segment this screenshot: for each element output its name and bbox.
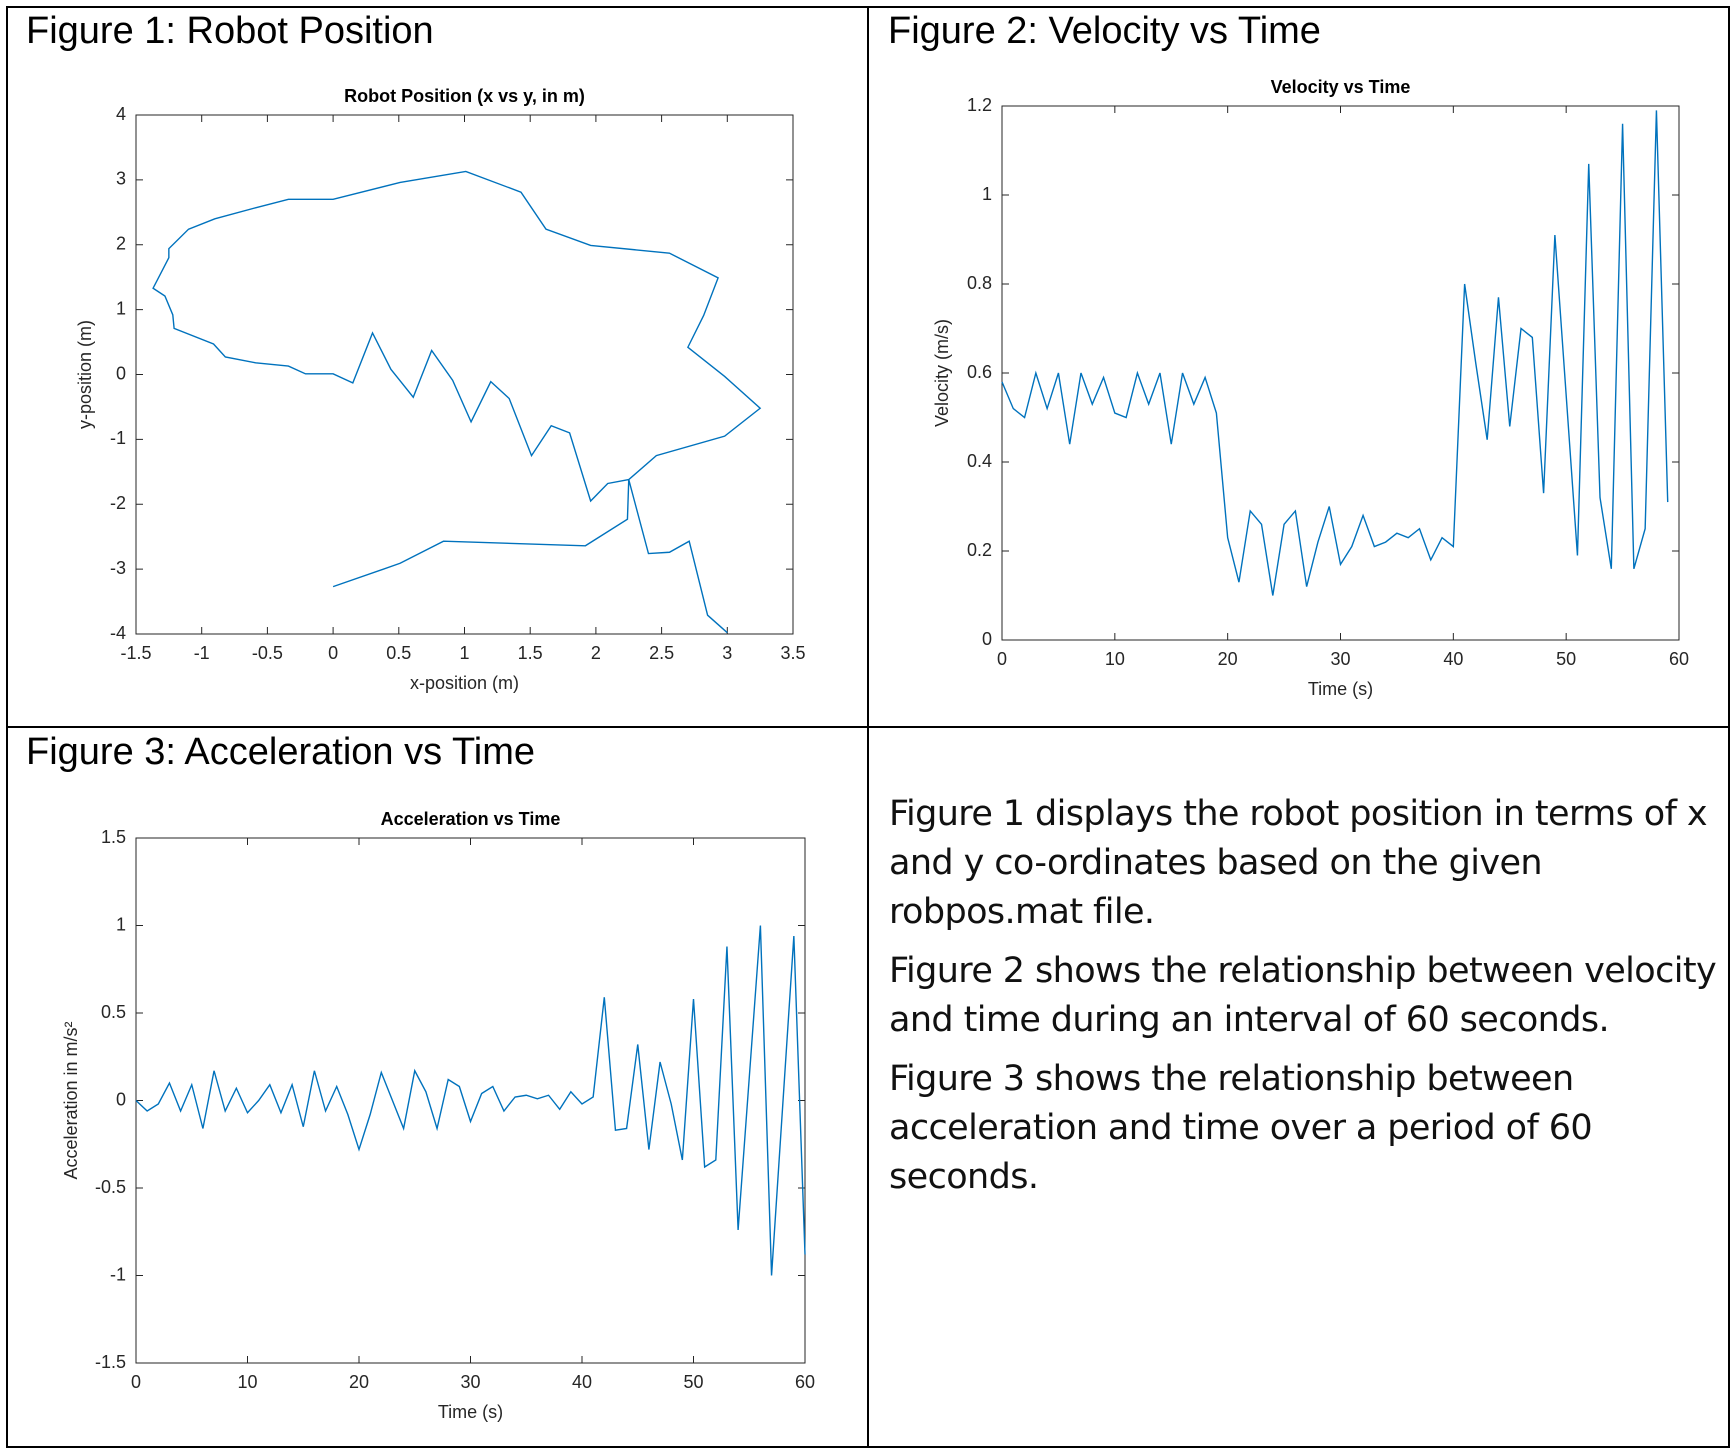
y-tick-label: -1 xyxy=(110,428,126,448)
plot-frame xyxy=(1001,105,1680,641)
x-tick-label: 10 xyxy=(1105,649,1125,669)
x-tick-label: 1.5 xyxy=(518,643,543,663)
data-line xyxy=(152,170,762,634)
y-tick-label: 1.2 xyxy=(967,95,992,115)
y-tick-label: 1.5 xyxy=(101,827,126,847)
x-tick-label: -1 xyxy=(194,643,210,663)
x-tick-label: 30 xyxy=(1330,649,1350,669)
y-tick-label: 0 xyxy=(116,363,126,383)
x-tick-label: 0 xyxy=(131,1372,141,1392)
plot-frame xyxy=(135,837,806,1364)
y-tick-label: 1 xyxy=(116,298,126,318)
paragraph: Figure 1 displays the robot position in … xyxy=(889,794,1708,932)
x-axis-label: x-position (m) xyxy=(410,673,519,693)
figure-caption: Figure 3: Acceleration vs Time xyxy=(26,731,535,773)
x-tick-label: 2 xyxy=(591,643,601,663)
x-tick-label: 50 xyxy=(683,1372,703,1392)
paragraph: Figure 3 shows the relationship between … xyxy=(889,1059,1593,1197)
y-axis-label: y-position (m) xyxy=(75,320,95,429)
figure-caption: Figure 1: Robot Position xyxy=(26,10,434,52)
x-tick-label: 60 xyxy=(1669,649,1689,669)
x-tick-label: -0.5 xyxy=(252,643,283,663)
chart-title: Robot Position (x vs y, in m) xyxy=(344,86,585,106)
x-tick-label: 0.5 xyxy=(386,643,411,663)
x-tick-label: 40 xyxy=(1443,649,1463,669)
y-tick-label: 0.5 xyxy=(101,1002,126,1022)
chart-title: Velocity vs Time xyxy=(1271,77,1411,97)
chart-title: Acceleration vs Time xyxy=(381,809,561,829)
data-line xyxy=(135,925,806,1276)
y-tick-label: 3 xyxy=(116,169,126,189)
x-tick-label: -1.5 xyxy=(120,643,151,663)
y-tick-label: 1 xyxy=(116,914,126,934)
y-tick-label: 0 xyxy=(982,629,992,649)
y-tick-label: 1 xyxy=(982,184,992,204)
y-tick-label: 0 xyxy=(116,1089,126,1109)
y-tick-label: -3 xyxy=(110,558,126,578)
x-tick-label: 20 xyxy=(1218,649,1238,669)
x-tick-label: 3 xyxy=(722,643,732,663)
y-tick-label: -0.5 xyxy=(95,1177,126,1197)
x-tick-label: 10 xyxy=(237,1372,257,1392)
figure-caption: Figure 2: Velocity vs Time xyxy=(888,10,1321,52)
description: Figure 1 displays the robot position in … xyxy=(889,790,1724,1212)
y-axis-label: Acceleration in m/s² xyxy=(61,1021,81,1179)
x-tick-label: 20 xyxy=(349,1372,369,1392)
y-tick-label: 0.4 xyxy=(967,451,992,471)
y-tick-label: 2 xyxy=(116,234,126,254)
table-border xyxy=(6,726,1730,728)
y-tick-label: 0.2 xyxy=(967,540,992,560)
y-tick-label: 4 xyxy=(116,104,126,124)
y-tick-label: -4 xyxy=(110,623,126,643)
x-axis-label: Time (s) xyxy=(438,1402,503,1422)
data-line xyxy=(1001,110,1669,596)
x-axis-label: Time (s) xyxy=(1308,679,1373,699)
y-tick-label: 0.6 xyxy=(967,362,992,382)
x-tick-label: 60 xyxy=(795,1372,815,1392)
paragraph: Figure 2 shows the relationship between … xyxy=(889,951,1717,1040)
x-tick-label: 40 xyxy=(572,1372,592,1392)
x-tick-label: 2.5 xyxy=(649,643,674,663)
x-tick-label: 50 xyxy=(1556,649,1576,669)
y-axis-label: Velocity (m/s) xyxy=(932,319,952,427)
x-tick-label: 1 xyxy=(459,643,469,663)
x-tick-label: 0 xyxy=(997,649,1007,669)
y-tick-label: 0.8 xyxy=(967,273,992,293)
y-tick-label: -2 xyxy=(110,493,126,513)
x-tick-label: 30 xyxy=(460,1372,480,1392)
x-tick-label: 3.5 xyxy=(780,643,805,663)
y-tick-label: -1 xyxy=(110,1264,126,1284)
plot-frame xyxy=(135,114,794,635)
y-tick-label: -1.5 xyxy=(95,1352,126,1372)
x-tick-label: 0 xyxy=(328,643,338,663)
